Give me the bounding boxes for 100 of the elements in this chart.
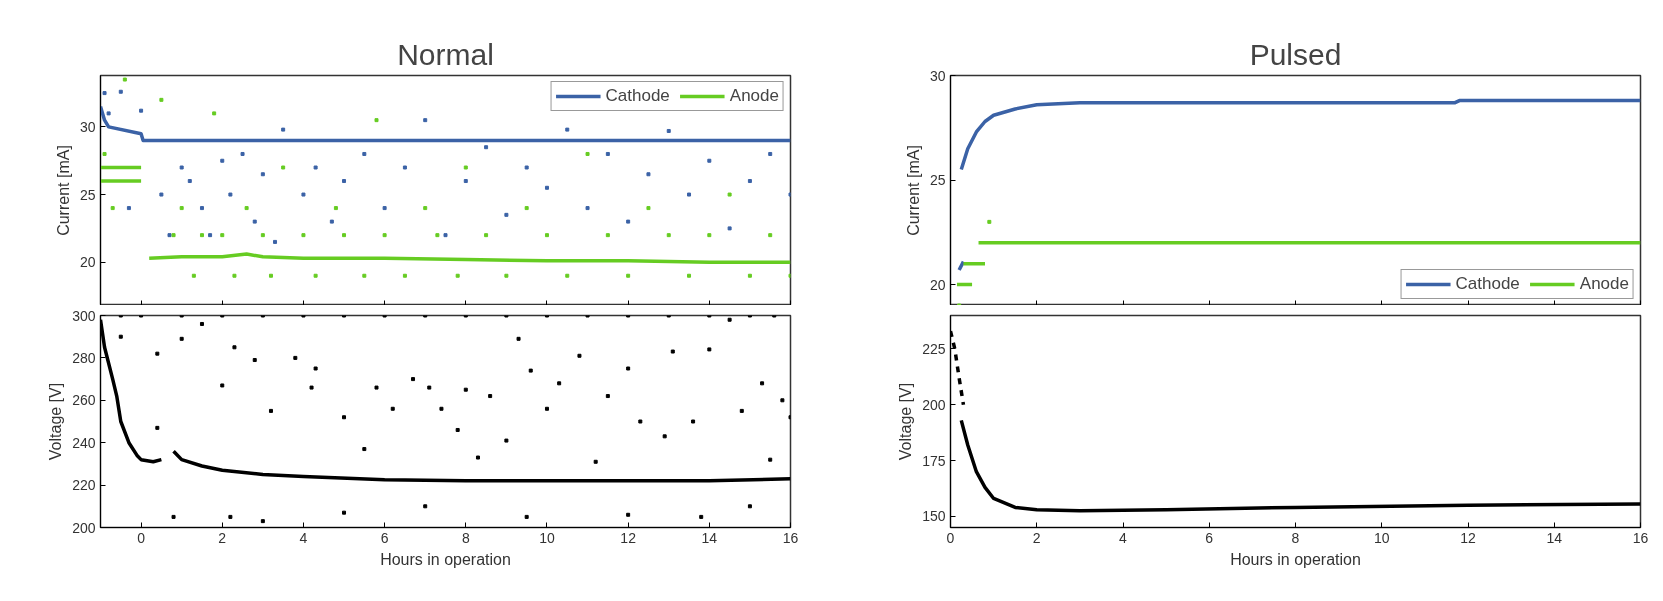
point bbox=[281, 165, 286, 170]
point bbox=[463, 179, 468, 184]
x-tick-label: 8 bbox=[1291, 529, 1300, 546]
point bbox=[333, 206, 338, 211]
y-tick-label: 20 bbox=[79, 254, 96, 271]
point bbox=[593, 459, 598, 464]
legend-label: Anode bbox=[1579, 274, 1629, 294]
point bbox=[666, 233, 671, 238]
point bbox=[171, 233, 176, 238]
point bbox=[605, 151, 610, 156]
y-tick-label: 150 bbox=[922, 508, 946, 525]
point bbox=[707, 233, 712, 238]
point bbox=[342, 179, 347, 184]
point bbox=[268, 408, 273, 413]
point bbox=[524, 165, 529, 170]
point bbox=[382, 315, 387, 318]
point bbox=[707, 347, 712, 352]
point bbox=[484, 233, 489, 238]
point bbox=[402, 165, 407, 170]
x-tick-label: 6 bbox=[380, 529, 389, 546]
x-tick-label: 14 bbox=[1546, 529, 1563, 546]
point bbox=[342, 415, 347, 420]
chart-title: Normal bbox=[397, 37, 494, 71]
x-tick-label: 2 bbox=[218, 529, 227, 546]
y-tick-label: 25 bbox=[79, 186, 96, 203]
point bbox=[301, 315, 306, 318]
point bbox=[768, 151, 773, 156]
point bbox=[780, 398, 785, 403]
chart-title: Pulsed bbox=[1249, 37, 1342, 71]
point bbox=[516, 336, 521, 341]
y-tick-label: 30 bbox=[929, 67, 946, 84]
point bbox=[524, 514, 529, 519]
y-tick-label: 25 bbox=[929, 172, 946, 189]
point bbox=[329, 219, 334, 224]
y-tick-label: 20 bbox=[929, 276, 946, 293]
point bbox=[577, 353, 582, 358]
x-tick-label: 8 bbox=[461, 529, 470, 546]
point bbox=[585, 315, 590, 318]
point bbox=[313, 366, 318, 371]
point bbox=[155, 425, 160, 430]
point bbox=[167, 233, 172, 238]
point bbox=[220, 158, 225, 163]
point bbox=[208, 233, 213, 238]
point bbox=[362, 447, 367, 452]
point bbox=[220, 383, 225, 388]
point bbox=[179, 206, 184, 211]
point bbox=[687, 273, 692, 278]
legend-label: Cathode bbox=[1455, 274, 1520, 294]
point bbox=[435, 233, 440, 238]
y-tick-label: 260 bbox=[72, 392, 96, 409]
point bbox=[402, 273, 407, 278]
x-tick-label: 10 bbox=[1373, 529, 1390, 546]
point bbox=[212, 111, 217, 116]
point bbox=[293, 355, 298, 360]
point bbox=[747, 504, 752, 509]
x-tick-label: 14 bbox=[701, 529, 718, 546]
point bbox=[626, 315, 631, 318]
point bbox=[691, 419, 696, 424]
point bbox=[544, 315, 549, 318]
x-tick-label: 0 bbox=[137, 529, 146, 546]
y-tick-label: 30 bbox=[79, 118, 96, 135]
point bbox=[626, 273, 631, 278]
point bbox=[687, 192, 692, 197]
point bbox=[544, 406, 549, 411]
point bbox=[565, 273, 570, 278]
point bbox=[646, 172, 651, 177]
point bbox=[423, 504, 428, 509]
point bbox=[244, 206, 249, 211]
point bbox=[268, 273, 273, 278]
y-tick-label: 220 bbox=[72, 477, 96, 494]
point bbox=[475, 455, 480, 460]
point bbox=[191, 273, 196, 278]
x-axis-title: Hours in operation bbox=[1230, 550, 1361, 568]
point bbox=[727, 192, 732, 197]
point bbox=[342, 315, 347, 318]
point bbox=[260, 233, 265, 238]
point bbox=[260, 172, 265, 177]
point bbox=[313, 165, 318, 170]
point bbox=[342, 233, 347, 238]
line-series bbox=[171, 449, 791, 483]
point bbox=[605, 233, 610, 238]
point bbox=[199, 233, 204, 238]
point bbox=[199, 321, 204, 326]
point bbox=[585, 206, 590, 211]
y-tick-label: 225 bbox=[922, 340, 946, 357]
point bbox=[638, 419, 643, 424]
point bbox=[102, 151, 107, 156]
y-axis-title: Current [mA] bbox=[904, 145, 922, 236]
point bbox=[747, 315, 752, 318]
point bbox=[463, 165, 468, 170]
point bbox=[155, 351, 160, 356]
x-tick-label: 4 bbox=[299, 529, 308, 546]
point bbox=[484, 145, 489, 150]
point bbox=[273, 239, 278, 244]
point bbox=[240, 151, 245, 156]
point bbox=[747, 179, 752, 184]
point bbox=[488, 394, 493, 399]
y-axis-title: Voltage [V] bbox=[897, 382, 915, 461]
line-series bbox=[959, 418, 1641, 513]
line-series bbox=[959, 98, 1641, 172]
